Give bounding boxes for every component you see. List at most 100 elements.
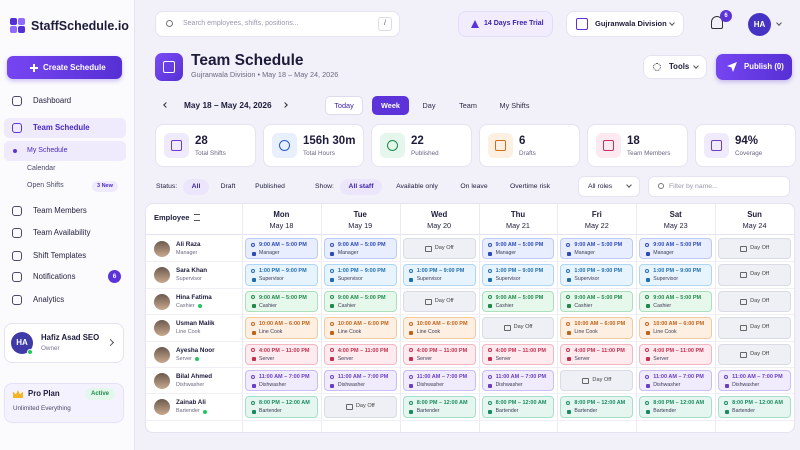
shift-cell[interactable]: 1:00 PM – 9:00 PM Supervisor <box>245 264 318 286</box>
shift-cell[interactable]: 9:00 AM – 5:00 PM Cashier <box>560 290 634 313</box>
day-off-cell[interactable]: Day Off <box>718 264 791 286</box>
nav-subitem[interactable]: My Schedule <box>4 141 126 161</box>
notification-bell[interactable] <box>711 16 723 29</box>
nav-subitem[interactable]: Calendar <box>4 159 126 179</box>
shift-cell[interactable]: 1:00 PM – 9:00 PM Supervisor <box>639 264 713 286</box>
tools-label: Tools <box>669 62 690 71</box>
shift-cell[interactable]: 8:00 PM – 12:00 AM Bartender <box>639 396 713 418</box>
shift-cell[interactable]: 4:00 PM – 11:00 PM Server <box>245 343 318 365</box>
day-off-icon <box>740 272 748 279</box>
employee-name: Bilal Ahmed <box>176 373 213 380</box>
shift-cell[interactable]: 4:00 PM – 11:00 PM Server <box>481 343 555 365</box>
shift-cell[interactable]: 4:00 PM – 11:00 PM Server <box>560 343 634 365</box>
avatar[interactable]: HA <box>748 13 771 36</box>
nav-item[interactable]: Team Members <box>4 201 126 221</box>
day-off-cell[interactable]: Day Off <box>718 317 791 339</box>
plan-status: Active <box>85 388 116 400</box>
view-tab[interactable]: Day <box>422 101 436 110</box>
shift-cell[interactable]: 11:00 AM – 7:00 PM Dishwasher <box>639 370 713 392</box>
day-off-cell[interactable]: Day Off <box>718 343 791 365</box>
status-filter[interactable]: Published <box>255 183 285 190</box>
role-icon <box>251 409 256 414</box>
clock-icon <box>645 400 650 405</box>
shift-cell[interactable]: 4:00 PM – 11:00 PM Server <box>639 343 713 365</box>
column-divider <box>242 204 243 432</box>
name-filter[interactable]: Filter by name... <box>648 176 790 197</box>
employee-row: Hina Fatima Cashier 9:00 AM – 5:00 PM Cashi… <box>146 289 794 316</box>
nav-item[interactable]: Notifications 6 <box>4 267 126 287</box>
view-tab[interactable]: Today <box>325 96 363 115</box>
shift-cell[interactable]: 4:00 PM – 11:00 PM Server <box>323 343 397 365</box>
shift-cell[interactable]: 8:00 PM – 12:00 AM Bartender <box>481 396 555 418</box>
plan-detail: Unlimited Everything <box>13 405 71 412</box>
day-off-cell[interactable]: Day Off <box>481 317 555 339</box>
trial-pill[interactable]: 14 Days Free Trial <box>458 11 553 37</box>
show-filter[interactable]: Available only <box>396 183 438 190</box>
shift-cell[interactable]: 11:00 AM – 7:00 PM Dishwasher <box>481 370 555 392</box>
nav-item[interactable]: Dashboard <box>4 91 126 111</box>
day-off-cell[interactable]: Day Off <box>718 238 791 260</box>
day-off-cell[interactable]: Day Off <box>560 370 634 392</box>
prev-button[interactable] <box>158 98 174 114</box>
nav-subitem[interactable]: Open Shifts 3 New <box>4 176 126 196</box>
shift-cell[interactable]: 1:00 PM – 9:00 PM Supervisor <box>323 264 397 286</box>
shift-cell[interactable]: 8:00 PM – 12:00 AM Bartender <box>245 396 318 418</box>
shift-cell[interactable]: 9:00 AM – 5:00 PM Manager <box>245 238 318 260</box>
shift-cell[interactable]: 9:00 AM – 5:00 PM Manager <box>481 238 555 260</box>
day-off-label: Day Off <box>513 324 533 331</box>
day-off-cell[interactable]: Day Off <box>323 396 397 418</box>
shift-cell[interactable]: 8:00 PM – 12:00 AM Bartender <box>402 396 476 418</box>
shift-cell[interactable]: 9:00 AM – 5:00 PM Manager <box>323 238 397 260</box>
day-off-cell[interactable]: Day Off <box>402 290 476 313</box>
nav-item[interactable]: Analytics <box>4 290 126 310</box>
shift-cell[interactable]: 1:00 PM – 9:00 PM Supervisor <box>560 264 634 286</box>
shift-cell[interactable]: 11:00 AM – 7:00 PM Dishwasher <box>245 370 318 392</box>
shift-cell[interactable]: 11:00 AM – 7:00 PM Dishwasher <box>323 370 397 392</box>
shift-cell[interactable]: 10:00 AM – 6:00 PM Line Cook <box>323 317 397 339</box>
shift-cell[interactable]: 11:00 AM – 7:00 PM Dishwasher <box>718 370 791 392</box>
shift-cell[interactable]: 10:00 AM – 6:00 PM Line Cook <box>402 317 476 339</box>
nav-icon <box>12 228 22 238</box>
shift-cell[interactable]: 8:00 PM – 12:00 AM Bartender <box>560 396 634 418</box>
shift-cell[interactable]: 8:00 PM – 12:00 AM Bartender <box>718 396 791 418</box>
user-card[interactable]: HA Hafiz Asad SEO Owner <box>4 323 124 363</box>
search-box[interactable]: Search employees, shifts, positions... / <box>155 11 400 37</box>
day-off-cell[interactable]: Day Off <box>718 290 791 313</box>
shift-cell[interactable]: 9:00 AM – 5:00 PM Cashier <box>481 290 555 313</box>
status-filter[interactable]: Draft <box>220 183 236 190</box>
shift-cell[interactable]: 9:00 AM – 5:00 PM Cashier <box>245 290 318 313</box>
day-off-cell[interactable]: Day Off <box>402 238 476 260</box>
role-select[interactable]: All roles <box>578 176 640 197</box>
show-filter[interactable]: All staff <box>340 179 382 195</box>
stat-card: 6 Drafts <box>479 124 580 167</box>
nav-item[interactable]: Shift Templates <box>4 246 126 266</box>
shift-cell[interactable]: 1:00 PM – 9:00 PM Supervisor <box>481 264 555 286</box>
view-tab[interactable]: My Shifts <box>499 101 530 110</box>
clock-icon <box>408 400 413 405</box>
shift-cell[interactable]: 9:00 AM – 5:00 PM Manager <box>560 238 634 260</box>
nav-item[interactable]: Team Schedule <box>4 118 126 138</box>
view-tab[interactable]: Week <box>372 96 409 115</box>
publish-button[interactable]: Publish (0) <box>716 54 792 80</box>
shift-cell[interactable]: 10:00 AM – 6:00 PM Line Cook <box>560 317 634 339</box>
shift-cell[interactable]: 10:00 AM – 6:00 PM Line Cook <box>245 317 318 339</box>
view-tab[interactable]: Team <box>459 101 477 110</box>
status-filter[interactable]: All <box>183 179 209 195</box>
shift-cell[interactable]: 1:00 PM – 9:00 PM Supervisor <box>402 264 476 286</box>
shift-cell[interactable]: 9:00 AM – 5:00 PM Cashier <box>639 290 713 313</box>
nav-label: My Schedule <box>27 147 68 154</box>
shift-cell[interactable]: 4:00 PM – 11:00 PM Server <box>402 343 476 365</box>
division-select[interactable]: Gujranwala Division <box>566 11 684 37</box>
shift-cell[interactable]: 10:00 AM – 6:00 PM Line Cook <box>639 317 713 339</box>
show-filter[interactable]: Overtime risk <box>509 183 551 190</box>
shift-cell[interactable]: 9:00 AM – 5:00 PM Manager <box>639 238 713 260</box>
next-button[interactable] <box>278 98 294 114</box>
nav-item[interactable]: Team Availability <box>4 223 126 243</box>
tools-button[interactable]: Tools <box>643 55 707 79</box>
shift-cell[interactable]: 11:00 AM – 7:00 PM Dishwasher <box>402 370 476 392</box>
shift-cell[interactable]: 9:00 AM – 5:00 PM Cashier <box>323 290 397 313</box>
show-filter[interactable]: On leave <box>460 183 488 190</box>
trial-label: 14 Days Free Trial <box>484 20 544 27</box>
create-button[interactable]: Create Schedule <box>7 56 122 79</box>
shift-time: 1:00 PM – 9:00 PM <box>416 268 465 275</box>
